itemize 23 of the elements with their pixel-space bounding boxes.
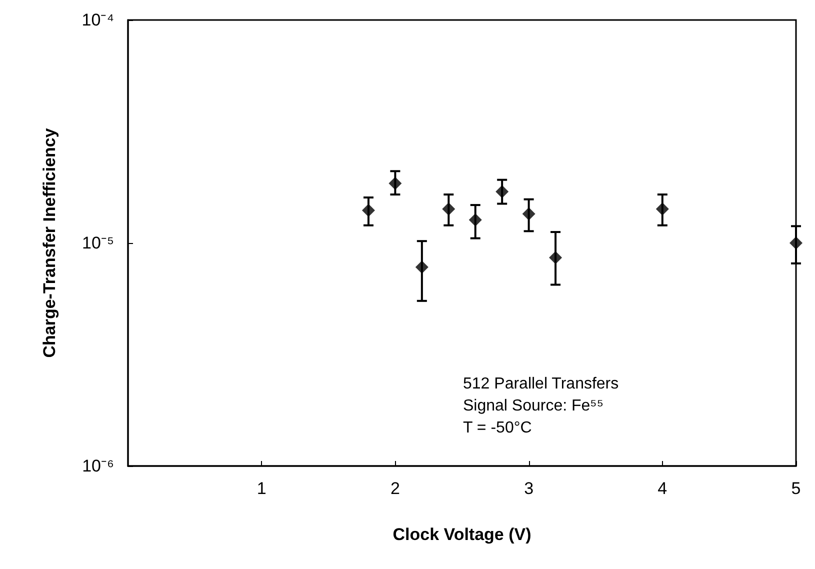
y-tick-label: 10⁻⁴	[82, 10, 114, 30]
point	[549, 251, 562, 264]
y-tick-label: 10⁻⁶	[82, 456, 114, 476]
x-tick-label: 4	[658, 479, 668, 498]
point	[522, 207, 536, 220]
point	[656, 202, 669, 216]
point	[388, 176, 402, 190]
point	[790, 236, 802, 250]
point	[442, 202, 456, 216]
annotation: Signal Source: Fe⁵⁵	[463, 398, 604, 414]
x-axis-title: Clock Voltage (V)	[392, 525, 532, 544]
x-tick-label: 1	[256, 479, 266, 498]
annotation: T = -50°C	[463, 420, 532, 436]
point	[496, 185, 509, 198]
point	[362, 204, 375, 217]
x-tick-label: 5	[791, 479, 801, 498]
y-tick-label: 10⁻⁵	[82, 234, 114, 252]
y-axis-title: Charge-Transfer Inefficiency	[40, 128, 59, 358]
point	[468, 213, 482, 226]
point	[415, 260, 428, 274]
x-tick-label: 2	[390, 479, 400, 498]
annotation: 512 Parallel Transfers	[463, 376, 619, 392]
x-tick-label: 3	[524, 479, 534, 498]
